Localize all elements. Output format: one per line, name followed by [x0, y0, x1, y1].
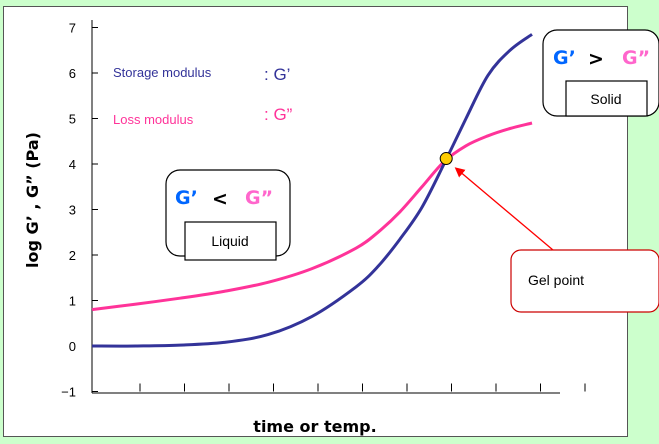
y-tick-label: 5: [69, 112, 76, 127]
solid-greater-than: >: [588, 48, 604, 70]
liquid-g-double-prime: G”: [245, 187, 273, 209]
legend-loss-label: Loss modulus: [113, 112, 194, 127]
liquid-label-box: [184, 221, 277, 261]
liquid-label: Liquid: [211, 233, 248, 249]
y-tick-label: 1: [69, 294, 76, 309]
liquid-annotation: G’ < G” Liquid: [165, 169, 291, 261]
solid-label-box: [565, 80, 648, 117]
y-tick-label: 4: [69, 157, 76, 172]
legend-loss-symbol: : G”: [264, 105, 293, 124]
y-tick-label: 2: [69, 248, 76, 263]
y-tick-label: −1: [61, 385, 76, 400]
series-loss-line: [91, 121, 533, 312]
series-storage-line: [91, 33, 533, 348]
x-axis-title: time or temp.: [253, 417, 376, 436]
y-axis-title: log G’ , G” (Pa): [23, 132, 42, 268]
y-tick-label: 0: [69, 339, 76, 354]
y-ticks: 7 6 5 4 3 2 1 0 −1: [61, 21, 98, 400]
y-tick-label: 6: [69, 66, 76, 81]
y-tick-label: 3: [69, 203, 76, 218]
y-tick-label: 7: [69, 21, 76, 36]
solid-g-double-prime: G”: [622, 47, 650, 69]
legend-storage-label: Storage modulus: [113, 65, 212, 80]
x-ticks: [139, 383, 586, 392]
gel-point-marker: [439, 152, 453, 166]
liquid-g-prime: G’: [175, 187, 198, 209]
gel-point-callout: Gel point: [454, 167, 659, 313]
solid-g-prime: G’: [553, 47, 576, 69]
liquid-less-than: <: [212, 188, 228, 210]
gel-point-label: Gel point: [528, 272, 584, 288]
solid-annotation: G’ > G” Solid: [542, 29, 659, 117]
chart-frame: [3, 6, 628, 437]
legend-storage-symbol: : G’: [264, 65, 290, 84]
gel-point-arrow: [454, 167, 554, 251]
solid-label: Solid: [590, 91, 621, 107]
gel-point-box: [510, 249, 659, 313]
